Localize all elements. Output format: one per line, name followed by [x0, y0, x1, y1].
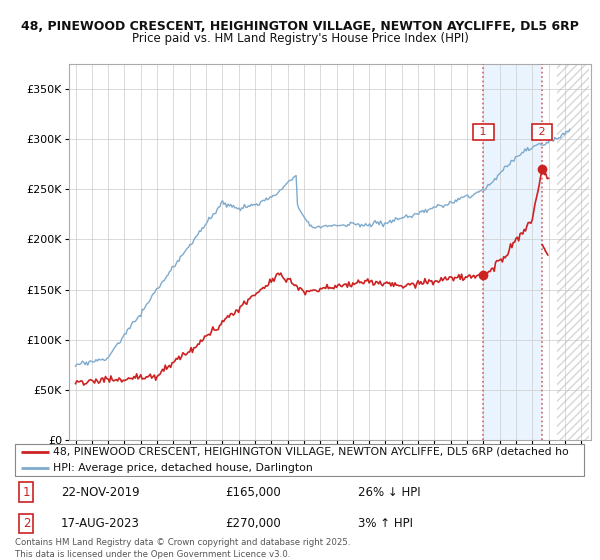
Text: 17-AUG-2023: 17-AUG-2023: [61, 517, 140, 530]
Text: £270,000: £270,000: [225, 517, 281, 530]
Bar: [557, 64, 589, 440]
Text: 22-NOV-2019: 22-NOV-2019: [61, 486, 140, 498]
Bar: [484, 64, 542, 440]
Text: 1: 1: [476, 127, 490, 137]
Text: 3% ↑ HPI: 3% ↑ HPI: [358, 517, 413, 530]
Text: 48, PINEWOOD CRESCENT, HEIGHINGTON VILLAGE, NEWTON AYCLIFFE, DL5 6RP (detached h: 48, PINEWOOD CRESCENT, HEIGHINGTON VILLA…: [53, 447, 569, 457]
Text: 1: 1: [23, 486, 30, 498]
Text: Contains HM Land Registry data © Crown copyright and database right 2025.
This d: Contains HM Land Registry data © Crown c…: [15, 538, 350, 559]
Text: £165,000: £165,000: [225, 486, 281, 498]
Text: 2: 2: [535, 127, 549, 137]
Text: 2: 2: [23, 517, 30, 530]
Text: HPI: Average price, detached house, Darlington: HPI: Average price, detached house, Darl…: [53, 463, 313, 473]
Bar: [557, 64, 589, 440]
FancyBboxPatch shape: [15, 444, 584, 476]
Text: 26% ↓ HPI: 26% ↓ HPI: [358, 486, 420, 498]
Text: Price paid vs. HM Land Registry's House Price Index (HPI): Price paid vs. HM Land Registry's House …: [131, 32, 469, 45]
Text: 48, PINEWOOD CRESCENT, HEIGHINGTON VILLAGE, NEWTON AYCLIFFE, DL5 6RP: 48, PINEWOOD CRESCENT, HEIGHINGTON VILLA…: [21, 20, 579, 32]
